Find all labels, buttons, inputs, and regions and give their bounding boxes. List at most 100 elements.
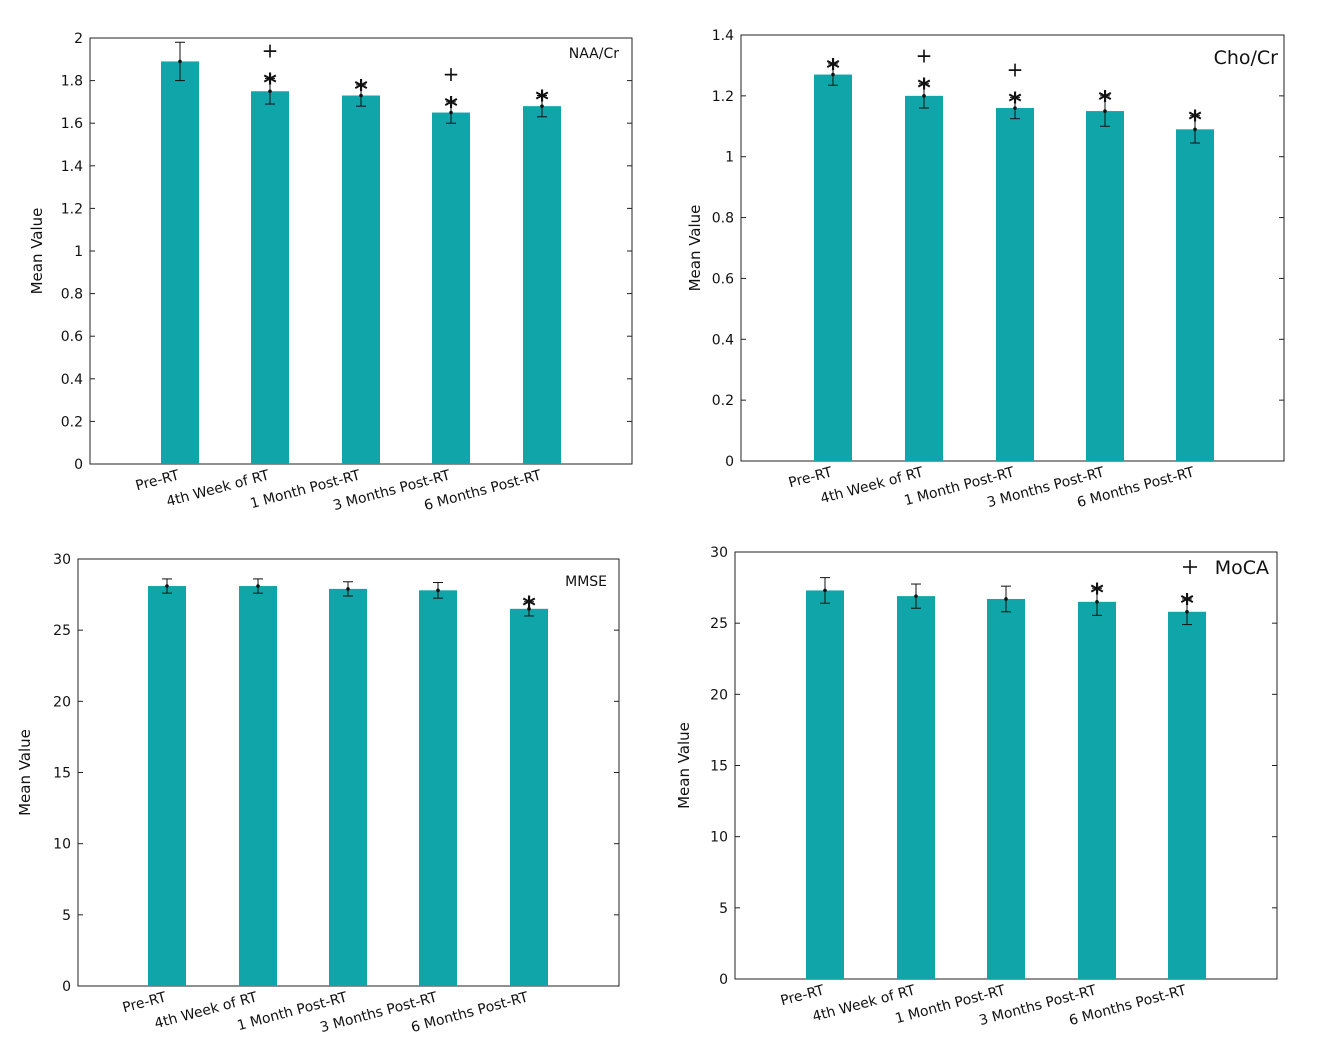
error-bar xyxy=(1182,598,1192,626)
error-bar xyxy=(175,41,185,82)
error-bar xyxy=(1001,585,1011,613)
y-tick-label: 0.8 xyxy=(61,287,83,303)
significance-star: * xyxy=(444,92,458,122)
panel-title: MMSE xyxy=(565,574,607,590)
bar xyxy=(897,596,935,979)
bar xyxy=(329,588,367,986)
significance-star: * xyxy=(1180,589,1194,619)
y-tick-label: 0.2 xyxy=(712,393,734,409)
error-bar xyxy=(446,101,456,124)
error-bar xyxy=(911,583,921,609)
significance-star: * xyxy=(917,74,931,104)
bar xyxy=(1086,111,1124,462)
error-bar xyxy=(919,83,929,109)
mean-dot xyxy=(527,607,531,611)
y-axis: 0 5 10 15 20 25 30 xyxy=(710,545,1277,988)
y-tick-label: 0.4 xyxy=(61,372,83,388)
mean-dot xyxy=(922,94,926,98)
error-bar xyxy=(253,578,263,594)
significance-star: * xyxy=(1008,87,1022,117)
mean-dot xyxy=(346,587,350,591)
bar xyxy=(342,95,380,464)
y-tick-label: 0.6 xyxy=(61,329,83,345)
error-bar xyxy=(1190,115,1200,144)
bar xyxy=(987,598,1025,979)
y-tick-label: 1.8 xyxy=(61,74,83,90)
error-bar xyxy=(356,84,366,107)
bar xyxy=(996,108,1034,462)
bar xyxy=(806,590,844,979)
bar xyxy=(148,586,186,986)
error-bar xyxy=(828,63,838,86)
y-tick-label: 30 xyxy=(710,545,728,561)
bar xyxy=(419,590,457,986)
y-tick-label: 0 xyxy=(62,979,71,995)
error-bar xyxy=(1092,587,1102,616)
x-tick-label: Pre-RT xyxy=(779,982,827,1009)
y-tick-label: 5 xyxy=(719,901,728,917)
panel-title: Cho/Cr xyxy=(1214,47,1279,69)
y-tick-label: 1.2 xyxy=(712,89,734,105)
y-tick-label: 1.6 xyxy=(61,116,83,132)
bar xyxy=(523,106,561,464)
error-bar xyxy=(524,601,534,617)
y-tick-label: 1.4 xyxy=(712,28,734,44)
y-tick-label: 1 xyxy=(74,244,83,260)
mean-dot xyxy=(359,93,363,98)
y-tick-label: 0.2 xyxy=(61,414,83,430)
x-tick-label: Pre-RT xyxy=(121,989,169,1016)
mean-dot xyxy=(256,584,260,588)
y-axis-label: Mean Value xyxy=(16,729,34,816)
significance-star: * xyxy=(535,86,549,116)
bar xyxy=(161,61,199,465)
y-tick-label: 20 xyxy=(710,687,728,703)
y-tick-label: 0.8 xyxy=(712,211,734,227)
panel-title: NAA/Cr xyxy=(569,46,620,62)
bar xyxy=(432,112,470,465)
error-bar xyxy=(1100,95,1110,127)
y-tick-label: 25 xyxy=(710,616,728,632)
y-axis-label: Mean Value xyxy=(686,205,704,292)
bar xyxy=(239,586,277,986)
panel-title: MoCA xyxy=(1215,557,1269,579)
y-tick-label: 0 xyxy=(719,972,728,988)
y-tick-label: 30 xyxy=(53,552,71,568)
mean-dot xyxy=(1004,597,1008,601)
error-bar xyxy=(343,581,353,597)
y-tick-label: 5 xyxy=(62,908,71,924)
mean-dot xyxy=(1013,106,1017,110)
y-tick-label: 10 xyxy=(710,830,728,846)
bar xyxy=(1176,129,1214,462)
mean-dot xyxy=(1095,600,1099,604)
mean-dot xyxy=(449,110,453,115)
mean-dot xyxy=(823,588,827,593)
y-axis: 0 5 10 15 20 25 30 xyxy=(53,552,619,995)
y-tick-label: 1 xyxy=(725,150,734,166)
error-bar xyxy=(265,77,275,105)
bar xyxy=(510,608,548,986)
y-tick-label: 15 xyxy=(710,759,728,775)
x-tick-label: Pre-RT xyxy=(787,464,835,491)
y-tick-label: 0 xyxy=(74,457,83,473)
significance-star: * xyxy=(1098,86,1112,116)
bar xyxy=(251,91,289,464)
bars: *Pre-RT*+4th Week of RT*+1 Month Post-RT… xyxy=(787,44,1214,511)
significance-star: * xyxy=(1090,578,1104,608)
bars: Pre-RT*+4th Week of RT*1 Month Post-RT*+… xyxy=(134,38,561,514)
y-tick-label: 15 xyxy=(53,766,71,782)
y-tick-label: 0 xyxy=(725,454,734,470)
mean-dot xyxy=(1185,609,1189,614)
y-tick-label: 0.6 xyxy=(712,271,734,287)
significance-star: * xyxy=(522,592,536,622)
y-tick-label: 25 xyxy=(53,623,71,639)
significance-plus: + xyxy=(443,62,460,86)
mean-dot xyxy=(914,594,918,598)
mean-dot xyxy=(178,59,182,64)
mean-dot xyxy=(1193,127,1197,132)
error-bar xyxy=(162,578,172,594)
significance-star: * xyxy=(1188,106,1202,136)
